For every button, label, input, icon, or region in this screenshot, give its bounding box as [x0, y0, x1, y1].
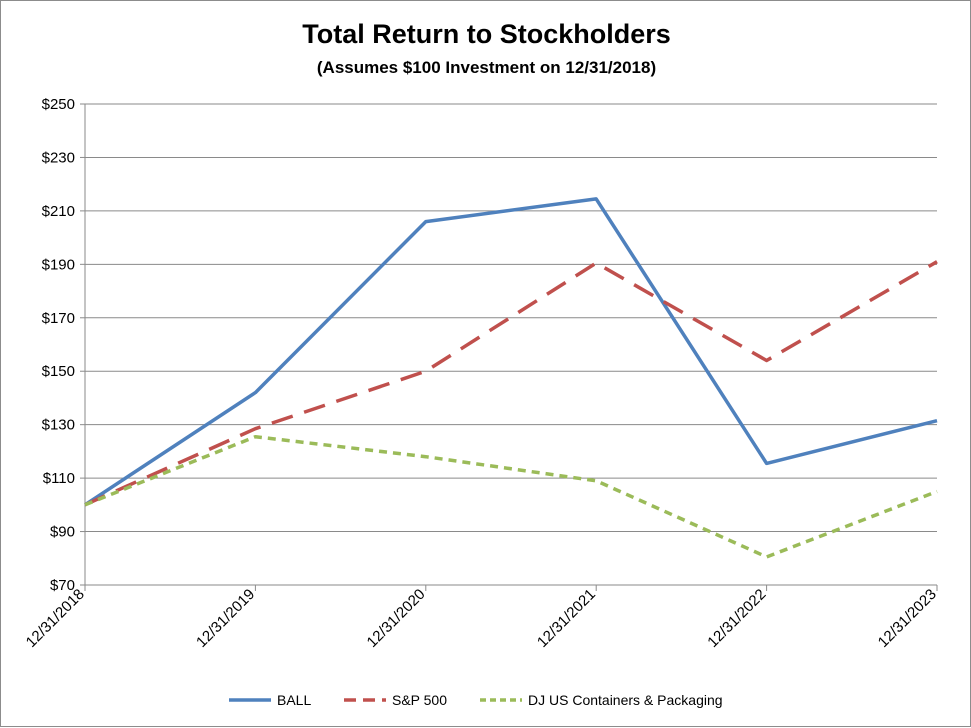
legend-label: BALL	[277, 692, 311, 708]
x-tick-label: 12/31/2022	[704, 586, 769, 651]
legend-label: DJ US Containers & Packaging	[528, 692, 723, 708]
y-tick-label: $90	[50, 524, 75, 541]
y-tick-label: $130	[42, 417, 75, 434]
series-line-dj-us-containers-packaging	[85, 437, 937, 557]
y-tick-label: $170	[42, 310, 75, 327]
y-tick-label: $110	[43, 470, 75, 487]
y-tick-label: $230	[42, 149, 75, 166]
y-axis-tick-labels: $70$90$110$130$150$170$190$210$230$250	[42, 96, 75, 594]
legend-label: S&P 500	[392, 692, 447, 708]
legend: BALL S&P 500 DJ US Containers & Packaging	[229, 692, 723, 708]
y-tick-label: $150	[42, 363, 75, 380]
x-tick-label: 12/31/2018	[23, 586, 88, 651]
x-tick-label: 12/31/2019	[193, 586, 258, 651]
y-tick-label: $250	[42, 96, 75, 113]
series-line-ball	[85, 199, 937, 505]
data-series	[85, 199, 937, 557]
y-tick-label: $190	[42, 256, 75, 273]
x-tick-label: 12/31/2021	[534, 586, 599, 651]
x-axis: 12/31/2018 12/31/2019 12/31/2020 12/31/2021…	[23, 585, 940, 651]
y-tick-label: $210	[42, 203, 75, 220]
x-tick-label: 12/31/2020	[364, 586, 429, 651]
x-tick-label: 12/31/2023	[875, 586, 940, 651]
gridlines	[80, 104, 937, 585]
